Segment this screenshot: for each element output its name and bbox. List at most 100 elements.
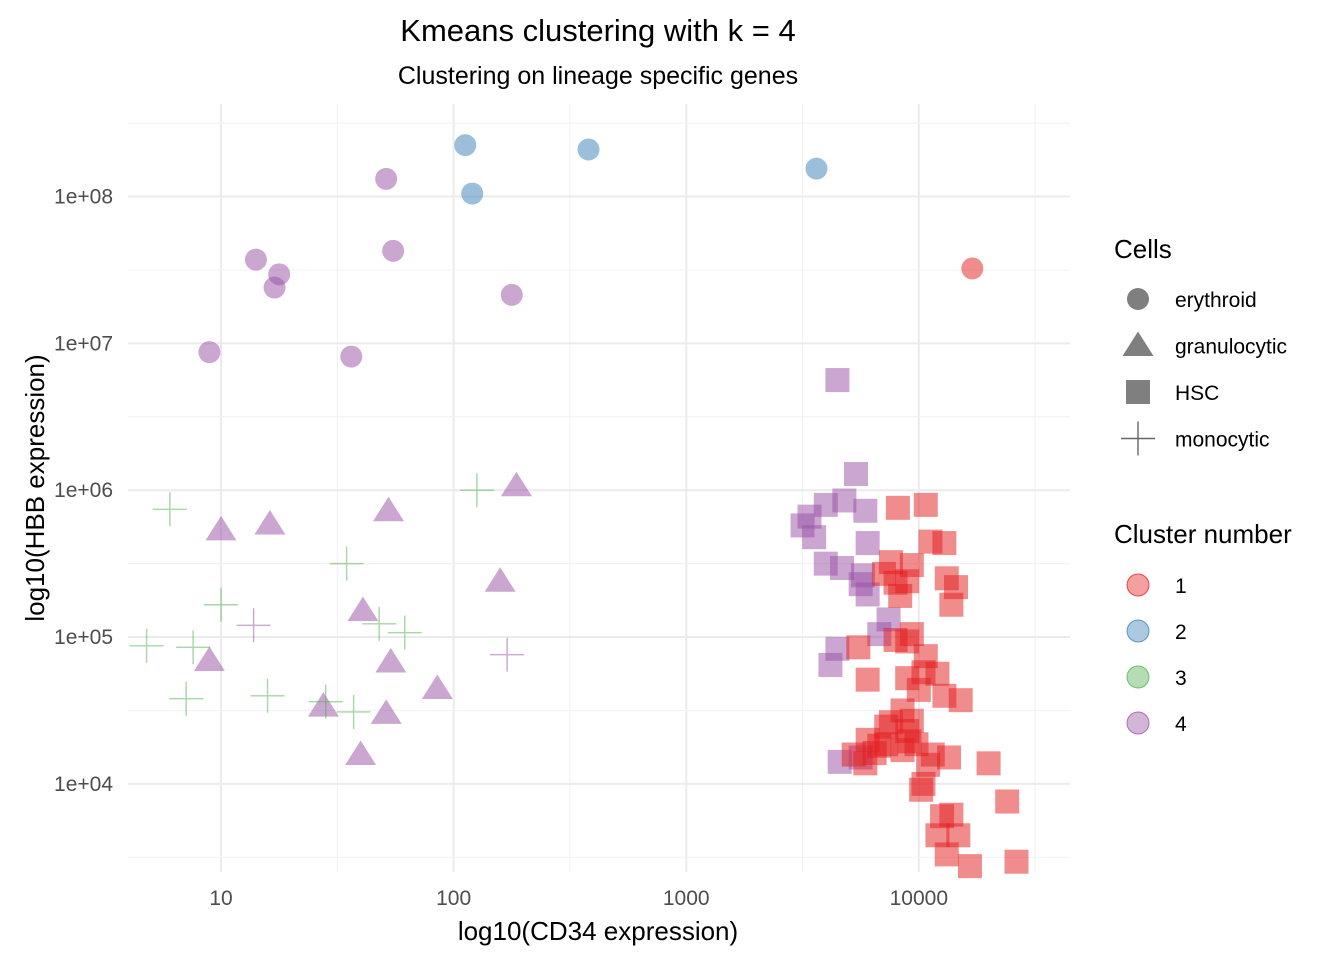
data-point-circle [805, 157, 828, 180]
data-point-triangle [421, 674, 453, 699]
y-tick-label: 1e+08 [54, 186, 113, 209]
legend-label-HSC: HSC [1175, 382, 1219, 405]
data-point-square [802, 525, 827, 550]
x-tick-label: 100 [436, 887, 471, 910]
legend-label-cluster: 1 [1175, 575, 1187, 598]
data-point-square [976, 751, 1001, 776]
data-point-square [995, 789, 1020, 814]
data-point-circle [244, 248, 267, 271]
y-tick-label: 1e+04 [54, 773, 113, 796]
data-point-square [948, 688, 973, 713]
data-point-triangle [484, 567, 516, 592]
y-tick-label: 1e+06 [54, 479, 113, 502]
data-point-square [1004, 849, 1029, 874]
data-point-circle [198, 341, 221, 364]
legend-label-cluster: 4 [1175, 713, 1187, 736]
data-point-square [957, 854, 982, 879]
data-point-square [888, 583, 913, 608]
data-point-square [846, 635, 871, 660]
data-point-triangle [307, 692, 339, 717]
data-point-square [932, 531, 957, 556]
data-point-square [855, 582, 880, 607]
data-point-triangle [345, 740, 377, 766]
data-point-triangle [373, 496, 405, 522]
data-point-square [855, 531, 880, 556]
data-point-square [853, 498, 878, 523]
data-point-plus [236, 608, 271, 643]
data-point-triangle [193, 646, 225, 672]
legend-cells-title: Cells [1114, 234, 1172, 264]
data-point-square [939, 592, 964, 617]
data-point-square [818, 652, 843, 677]
data-point-plus [362, 606, 397, 641]
chart-subtitle: Clustering on lineage specific genes [398, 62, 798, 90]
legend-key-circle [1127, 288, 1149, 310]
data-point-square [937, 745, 962, 770]
legend-key-triangle [1122, 331, 1154, 356]
legend-label-granulocytic: granulocytic [1175, 336, 1287, 359]
legend-label-cluster: 3 [1175, 667, 1187, 690]
legend-cluster: Cluster number 1 2 3 4 [1114, 519, 1292, 736]
legend-cells: Cells erythroid granulocytic HSC monocytic [1114, 234, 1287, 456]
legend-key-cluster [1126, 711, 1150, 735]
x-tick-label: 1000 [663, 887, 710, 910]
y-axis-title: log10(HBB expression) [20, 354, 50, 621]
data-point-circle [454, 134, 477, 157]
data-point-square [939, 802, 964, 827]
data-point-plus [490, 637, 525, 672]
legend-key-plus [1121, 421, 1155, 456]
data-point-plus [169, 681, 204, 716]
data-point-square [885, 495, 910, 520]
data-point-circle [340, 345, 363, 368]
data-point-square [853, 751, 878, 776]
data-point-triangle [254, 509, 286, 535]
chart-title: Kmeans clustering with k = 4 [400, 13, 795, 48]
legend-key-cluster [1126, 619, 1150, 643]
data-point-circle [263, 276, 286, 299]
data-point-square [890, 738, 915, 763]
data-point-triangle [375, 648, 407, 673]
data-point-circle [382, 239, 405, 262]
data-point-triangle [370, 699, 402, 724]
data-point-circle [375, 167, 398, 190]
data-point-plus [204, 587, 239, 622]
data-point-triangle [205, 515, 237, 541]
data-point-plus [329, 546, 364, 581]
data-point-square [832, 488, 857, 513]
x-tick-label: 10000 [890, 887, 948, 910]
legend-key-cluster [1126, 573, 1150, 597]
legend-label-monocytic: monocytic [1175, 429, 1270, 452]
data-point-square [825, 368, 850, 393]
data-point-plus [336, 694, 371, 729]
data-point-circle [500, 283, 523, 306]
legend-label-cluster: 2 [1175, 621, 1187, 644]
points-layer [129, 134, 1029, 879]
y-tick-label: 1e+05 [54, 626, 113, 649]
legend-label-erythroid: erythroid [1175, 289, 1257, 312]
data-point-plus [308, 684, 343, 719]
data-point-plus [152, 492, 187, 527]
data-point-square [844, 462, 869, 487]
data-point-plus [176, 630, 211, 665]
data-point-square [906, 677, 931, 702]
data-point-triangle [500, 471, 532, 497]
tick-labels: 10 100 1000 10000 1e+04 1e+05 1e+06 1e+07 1e+08 [54, 186, 948, 910]
x-tick-label: 10 [209, 887, 232, 910]
legend-key-square [1126, 380, 1150, 404]
data-point-plus [250, 678, 285, 713]
data-point-square [909, 777, 934, 802]
data-point-circle [961, 257, 984, 280]
data-point-circle [461, 182, 484, 205]
data-point-plus [459, 473, 494, 508]
data-point-square [855, 667, 880, 692]
legend-cluster-title: Cluster number [1114, 519, 1292, 549]
data-point-square [913, 492, 938, 517]
data-point-square [934, 842, 959, 867]
data-point-triangle [347, 596, 379, 622]
data-point-plus [387, 615, 422, 650]
data-point-plus [129, 628, 164, 663]
data-point-circle [577, 138, 600, 161]
y-tick-label: 1e+07 [54, 332, 113, 355]
